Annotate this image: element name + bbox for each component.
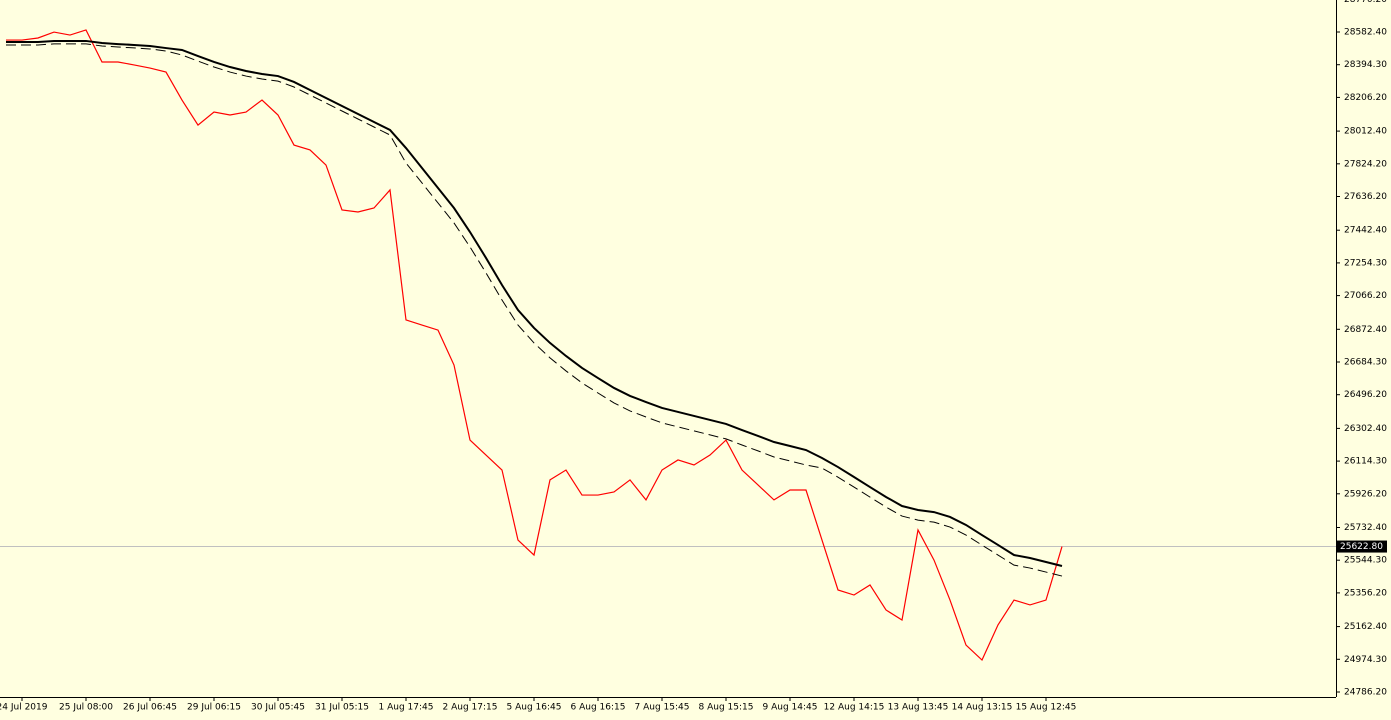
x-tick-label: 7 Aug 15:45 [635,703,690,713]
y-tick-label: 26114.30 [1344,457,1387,467]
y-tick-label: 27442.40 [1344,226,1387,236]
current-price-label: 25622.80 [1340,542,1383,552]
y-tick-label: 26302.40 [1344,424,1387,434]
x-tick-label: 31 Jul 05:15 [315,703,369,713]
x-tick-label: 9 Aug 14:45 [763,703,818,713]
y-tick-label: 26684.30 [1344,357,1387,367]
x-tick-label: 24 Jul 2019 [0,703,48,713]
y-tick-label: 25162.40 [1344,622,1387,632]
y-tick-label: 28012.40 [1344,127,1387,137]
x-tick-label: 29 Jul 06:15 [187,703,241,713]
y-tick-label: 25926.20 [1344,489,1387,499]
price-line [6,39,1063,567]
x-tick-label: 8 Aug 15:15 [699,703,754,713]
y-tick-label: 25356.20 [1344,588,1387,598]
y-tick-label: 24786.20 [1344,687,1387,697]
y-tick-label: 24974.30 [1344,655,1387,665]
y-tick-label: 27254.30 [1344,258,1387,268]
y-tick-label: 26872.40 [1344,325,1387,335]
x-tick-label: 26 Jul 06:45 [123,703,177,713]
y-tick-label: 28770.20 [1344,0,1387,5]
x-tick-label: 14 Aug 13:15 [952,703,1013,713]
y-tick-label: 26496.20 [1344,390,1387,400]
y-tick-label: 25544.30 [1344,556,1387,566]
x-tick-label: 13 Aug 13:45 [888,703,949,713]
y-tick-label: 27066.20 [1344,291,1387,301]
y-tick-label: 25732.40 [1344,523,1387,533]
y-tick-label: 28394.30 [1344,60,1387,70]
y-tick-label: 28206.20 [1344,93,1387,103]
x-tick-label: 30 Jul 05:45 [251,703,305,713]
x-tick-label: 15 Aug 12:45 [1016,703,1077,713]
current-price-box [1337,540,1387,553]
y-tick-label: 28582.40 [1344,28,1387,38]
x-tick-label: 5 Aug 16:45 [507,703,562,713]
y-tick-label: 27636.20 [1344,192,1387,202]
x-tick-label: 25 Jul 08:00 [59,703,113,713]
price-line [6,43,1063,577]
price-line [6,29,1063,662]
x-tick-label: 12 Aug 14:15 [824,703,885,713]
y-tick-label: 27824.20 [1344,159,1387,169]
x-tick-label: 2 Aug 17:15 [443,703,498,713]
x-tick-label: 6 Aug 16:15 [571,703,626,713]
x-tick-label: 1 Aug 17:45 [379,703,434,713]
